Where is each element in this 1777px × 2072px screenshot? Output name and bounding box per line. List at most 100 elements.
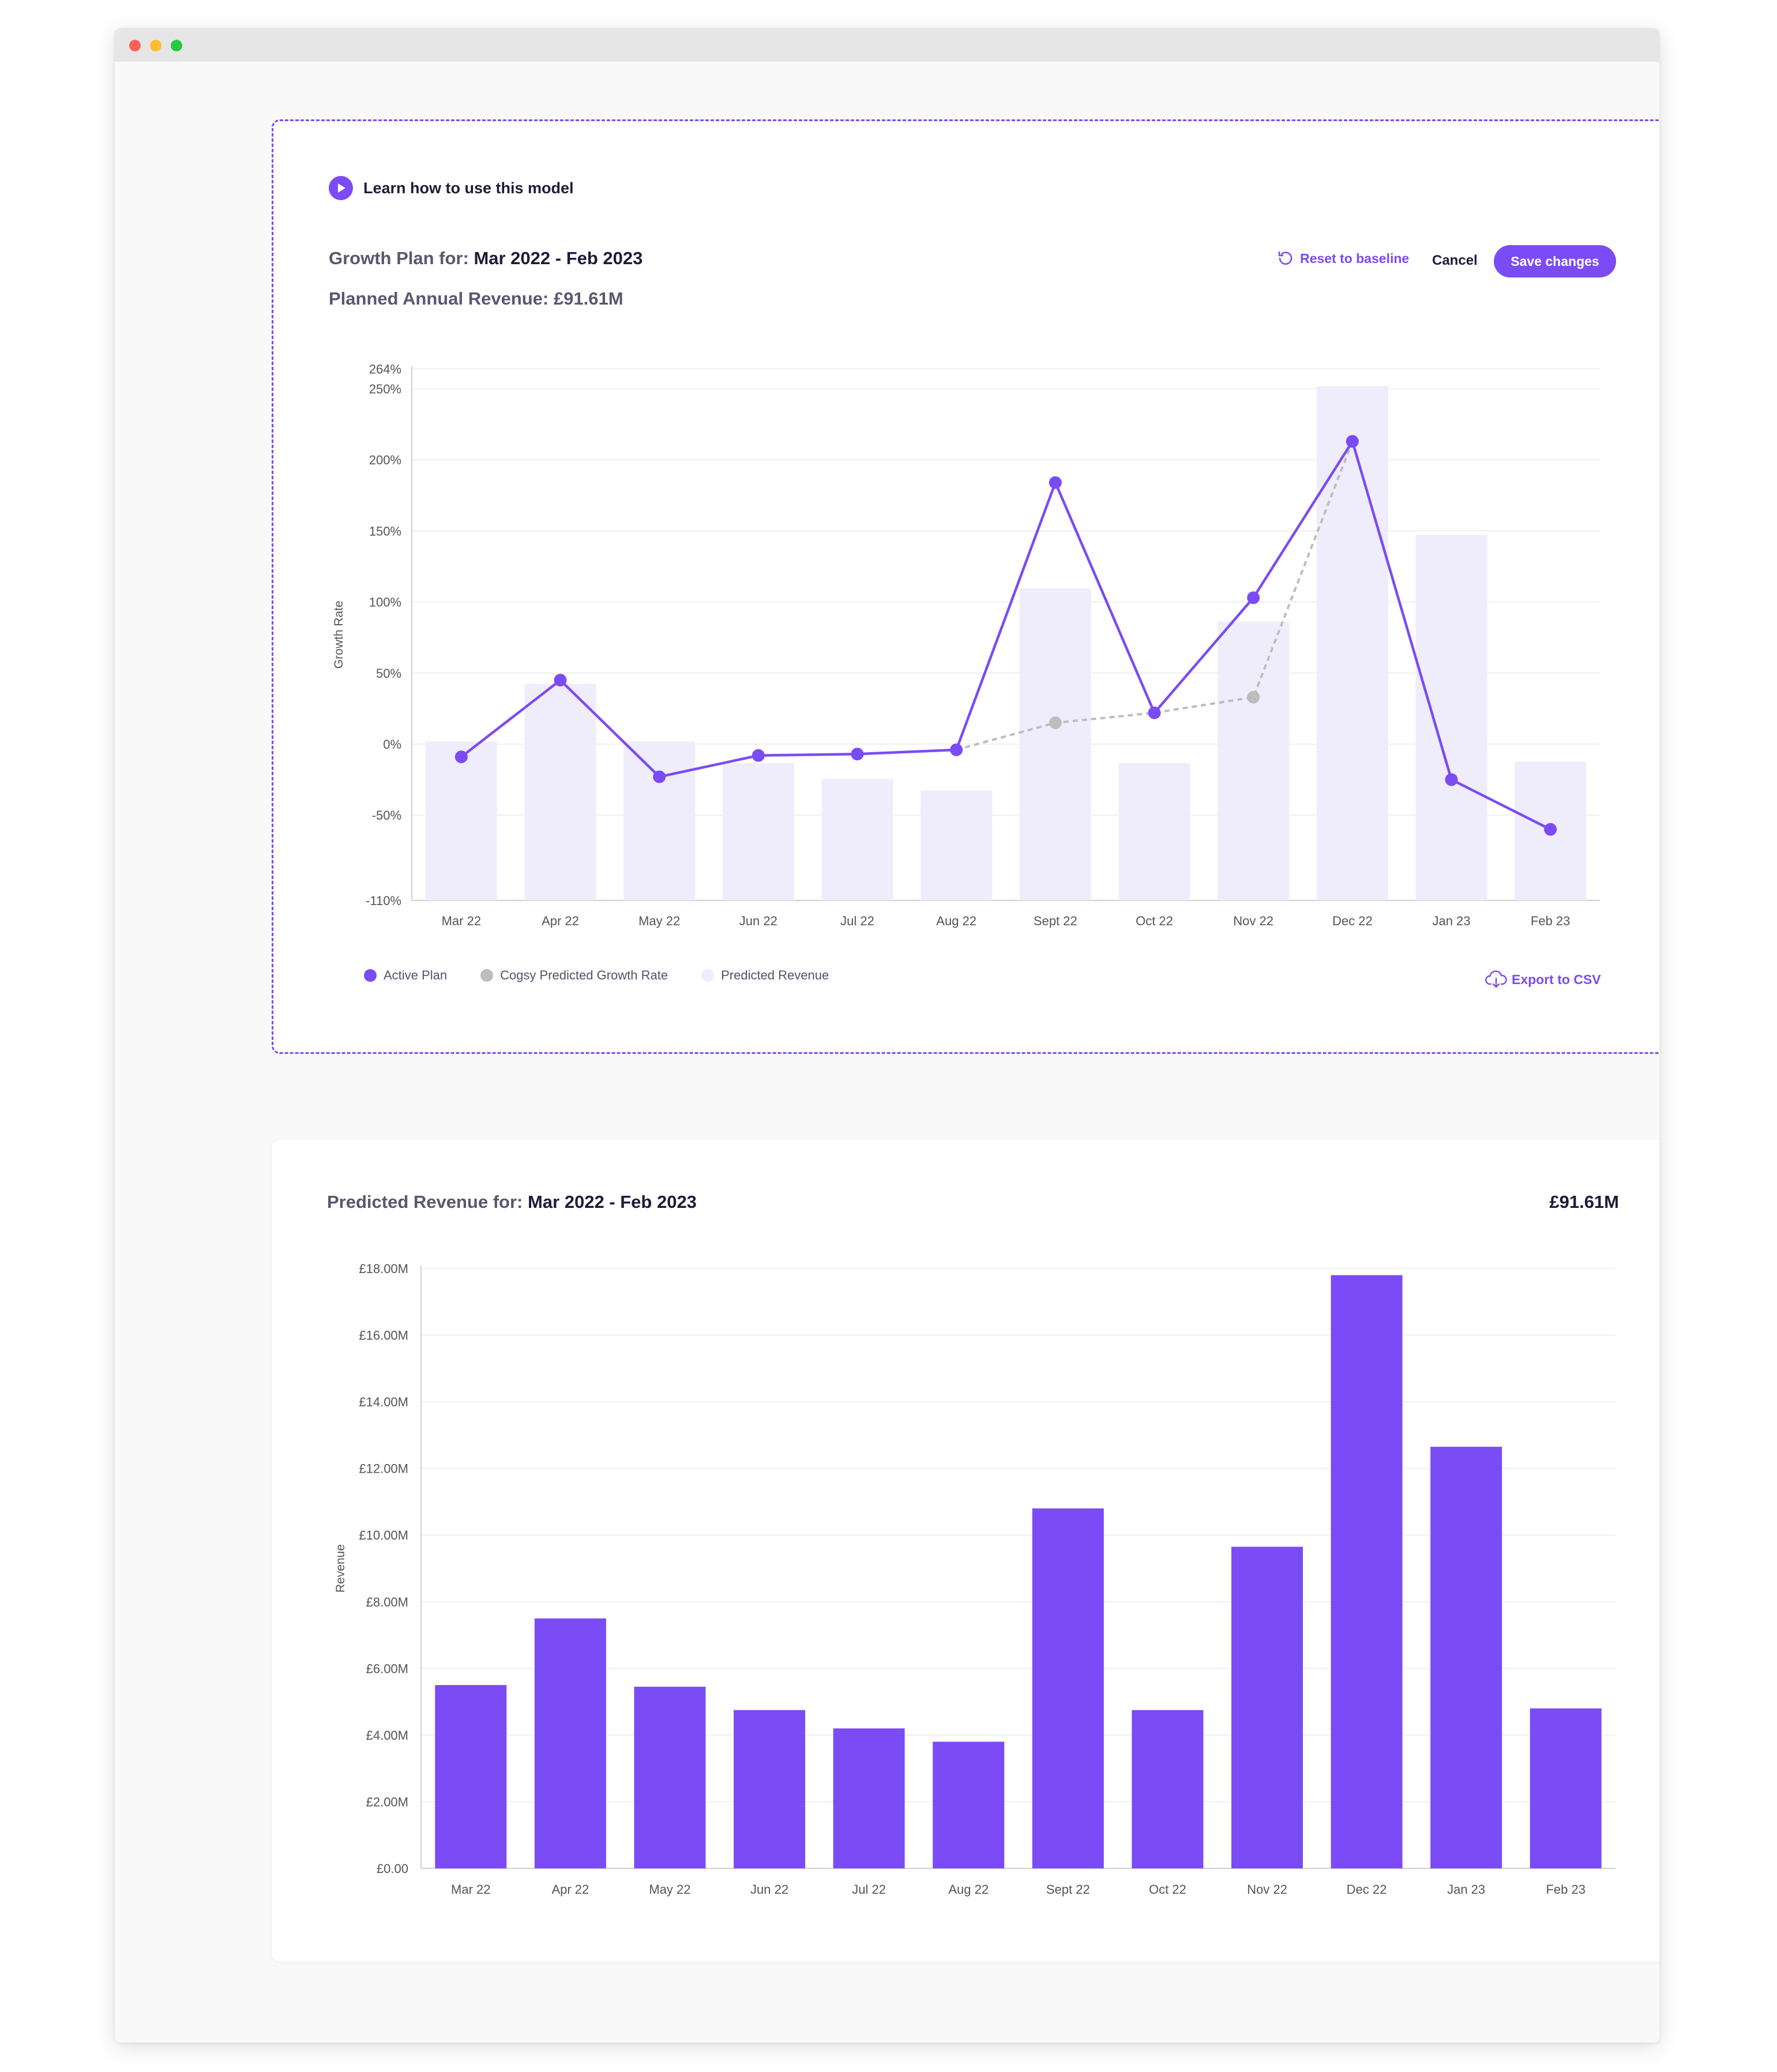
y-tick-label: £14.00M [359, 1395, 408, 1409]
active-plan-point [1445, 773, 1458, 786]
predicted-revenue-bar [722, 763, 794, 900]
growth-plan-card: Learn how to use this model Growth Plan … [272, 119, 1659, 1054]
predicted-revenue-title: Predicted Revenue for: Mar 2022 - Feb 20… [327, 1192, 697, 1213]
active-plan-point [454, 750, 468, 764]
active-plan-point [1247, 591, 1260, 605]
reset-icon [1278, 251, 1293, 265]
predicted-revenue-bar [623, 741, 696, 900]
revenue-bar [833, 1728, 905, 1868]
x-tick-label: Aug 22 [936, 914, 976, 928]
revenue-bar [1032, 1508, 1104, 1868]
cloud-download-icon [1485, 970, 1507, 988]
y-tick-label: 250% [369, 382, 401, 396]
export-csv-label: Export to CSV [1512, 971, 1601, 987]
predicted-growth-line [956, 441, 1354, 751]
active-plan-point [1049, 476, 1062, 489]
x-tick-label: Mar 22 [451, 1882, 490, 1897]
chart-legend: Active Plan Cogsy Predicted Growth Rate … [364, 968, 829, 983]
legend-predicted-growth-dot [480, 969, 494, 982]
y-tick-label: £8.00M [366, 1595, 408, 1609]
x-tick-label: Jul 22 [852, 1882, 886, 1897]
active-plan-point [1148, 706, 1161, 719]
active-plan-point [1346, 435, 1359, 448]
x-tick-label: Sept 22 [1046, 1882, 1090, 1897]
y-tick-label: £10.00M [359, 1528, 408, 1542]
x-tick-label: Oct 22 [1136, 914, 1173, 928]
legend-active-plan[interactable]: Active Plan [364, 968, 447, 983]
y-tick-label: £6.00M [366, 1661, 408, 1676]
y-tick-label: -110% [366, 894, 401, 908]
predicted-revenue-bar [524, 684, 596, 900]
x-tick-label: May 22 [649, 1882, 690, 1897]
x-tick-label: Nov 22 [1247, 1882, 1287, 1897]
y-axis-label: Growth Rate [332, 600, 345, 669]
predicted-revenue-bar [1316, 386, 1388, 900]
planned-annual-revenue: Planned Annual Revenue: £91.61M [329, 288, 623, 309]
predicted-revenue-bar [1019, 588, 1091, 900]
predicted-revenue-bar [1415, 535, 1487, 900]
maximize-window-button[interactable] [171, 40, 182, 51]
y-tick-label: -50% [372, 808, 401, 823]
close-window-button[interactable] [129, 40, 141, 51]
x-tick-label: May 22 [638, 914, 680, 928]
legend-predicted-revenue-label: Predicted Revenue [721, 968, 829, 982]
y-tick-label: 50% [376, 666, 401, 681]
x-tick-label: Sept 22 [1034, 914, 1077, 928]
x-tick-label: Oct 22 [1149, 1882, 1186, 1897]
growth-plan-title-prefix: Growth Plan for: [329, 248, 474, 268]
revenue-bar [1132, 1710, 1204, 1868]
active-plan-point [554, 674, 567, 687]
x-tick-label: Mar 22 [442, 914, 481, 928]
revenue-bar [534, 1618, 606, 1868]
learn-link-label: Learn how to use this model [363, 179, 574, 197]
x-tick-label: Jan 23 [1432, 914, 1470, 928]
predicted-revenue-bar [1218, 621, 1290, 900]
x-tick-label: Jun 22 [750, 1882, 788, 1897]
y-tick-label: £2.00M [366, 1795, 408, 1809]
x-tick-label: Nov 22 [1233, 914, 1273, 928]
learn-link[interactable]: Learn how to use this model [329, 176, 574, 200]
predicted-growth-point [1247, 690, 1260, 704]
y-tick-label: £18.00M [359, 1262, 408, 1276]
legend-active-plan-label: Active Plan [384, 968, 448, 982]
growth-plan-title: Growth Plan for: Mar 2022 - Feb 2023 [329, 248, 643, 269]
x-tick-label: Apr 22 [542, 914, 579, 928]
revenue-bar [435, 1685, 507, 1868]
predicted-revenue-title-prefix: Predicted Revenue for: [327, 1192, 528, 1212]
predicted-revenue-bar [425, 741, 497, 900]
y-tick-label: 264% [369, 362, 401, 377]
x-tick-label: Aug 22 [948, 1882, 989, 1897]
reset-to-baseline-button[interactable]: Reset to baseline [1276, 249, 1409, 268]
y-tick-label: 150% [369, 524, 401, 538]
revenue-bar-chart[interactable]: £0.00 £2.00M £4.00M £6.00M £8.00M £10.00M £12.… [272, 1140, 1659, 1962]
revenue-bar [634, 1687, 706, 1868]
planned-revenue-value: £91.61M [553, 288, 623, 309]
revenue-bar [1331, 1275, 1403, 1868]
cancel-button[interactable]: Cancel [1432, 253, 1478, 268]
x-tick-label: Feb 23 [1531, 914, 1571, 928]
active-plan-line [460, 440, 1551, 831]
active-plan-point [950, 743, 963, 756]
active-plan-point [851, 748, 864, 761]
active-plan-point [1544, 823, 1557, 836]
reset-label: Reset to baseline [1300, 250, 1410, 266]
revenue-bar [734, 1710, 806, 1868]
revenue-bar [933, 1741, 1005, 1868]
legend-predicted-growth[interactable]: Cogsy Predicted Growth Rate [480, 968, 668, 983]
export-csv-button[interactable]: Export to CSV [1485, 970, 1601, 989]
y-tick-label: £0.00 [377, 1861, 408, 1876]
minimize-window-button[interactable] [150, 40, 161, 51]
predicted-revenue-bar [821, 779, 893, 900]
save-changes-button[interactable]: Save changes [1494, 245, 1616, 277]
active-plan-point [752, 749, 765, 762]
y-tick-label: 100% [369, 595, 401, 610]
x-tick-label: Feb 23 [1546, 1882, 1586, 1897]
predicted-revenue-period: Mar 2022 - Feb 2023 [527, 1192, 697, 1212]
revenue-bar [1530, 1708, 1602, 1868]
growth-rate-chart[interactable]: -110% -50% 0% 50% 100% 150% 200% 250% 264% Growth… [273, 121, 1659, 1052]
legend-active-plan-dot [364, 969, 377, 982]
growth-plan-period: Mar 2022 - Feb 2023 [474, 248, 643, 268]
legend-predicted-revenue[interactable]: Predicted Revenue [701, 968, 829, 983]
planned-revenue-prefix: Planned Annual Revenue: [329, 288, 554, 309]
active-plan-point [653, 770, 666, 783]
